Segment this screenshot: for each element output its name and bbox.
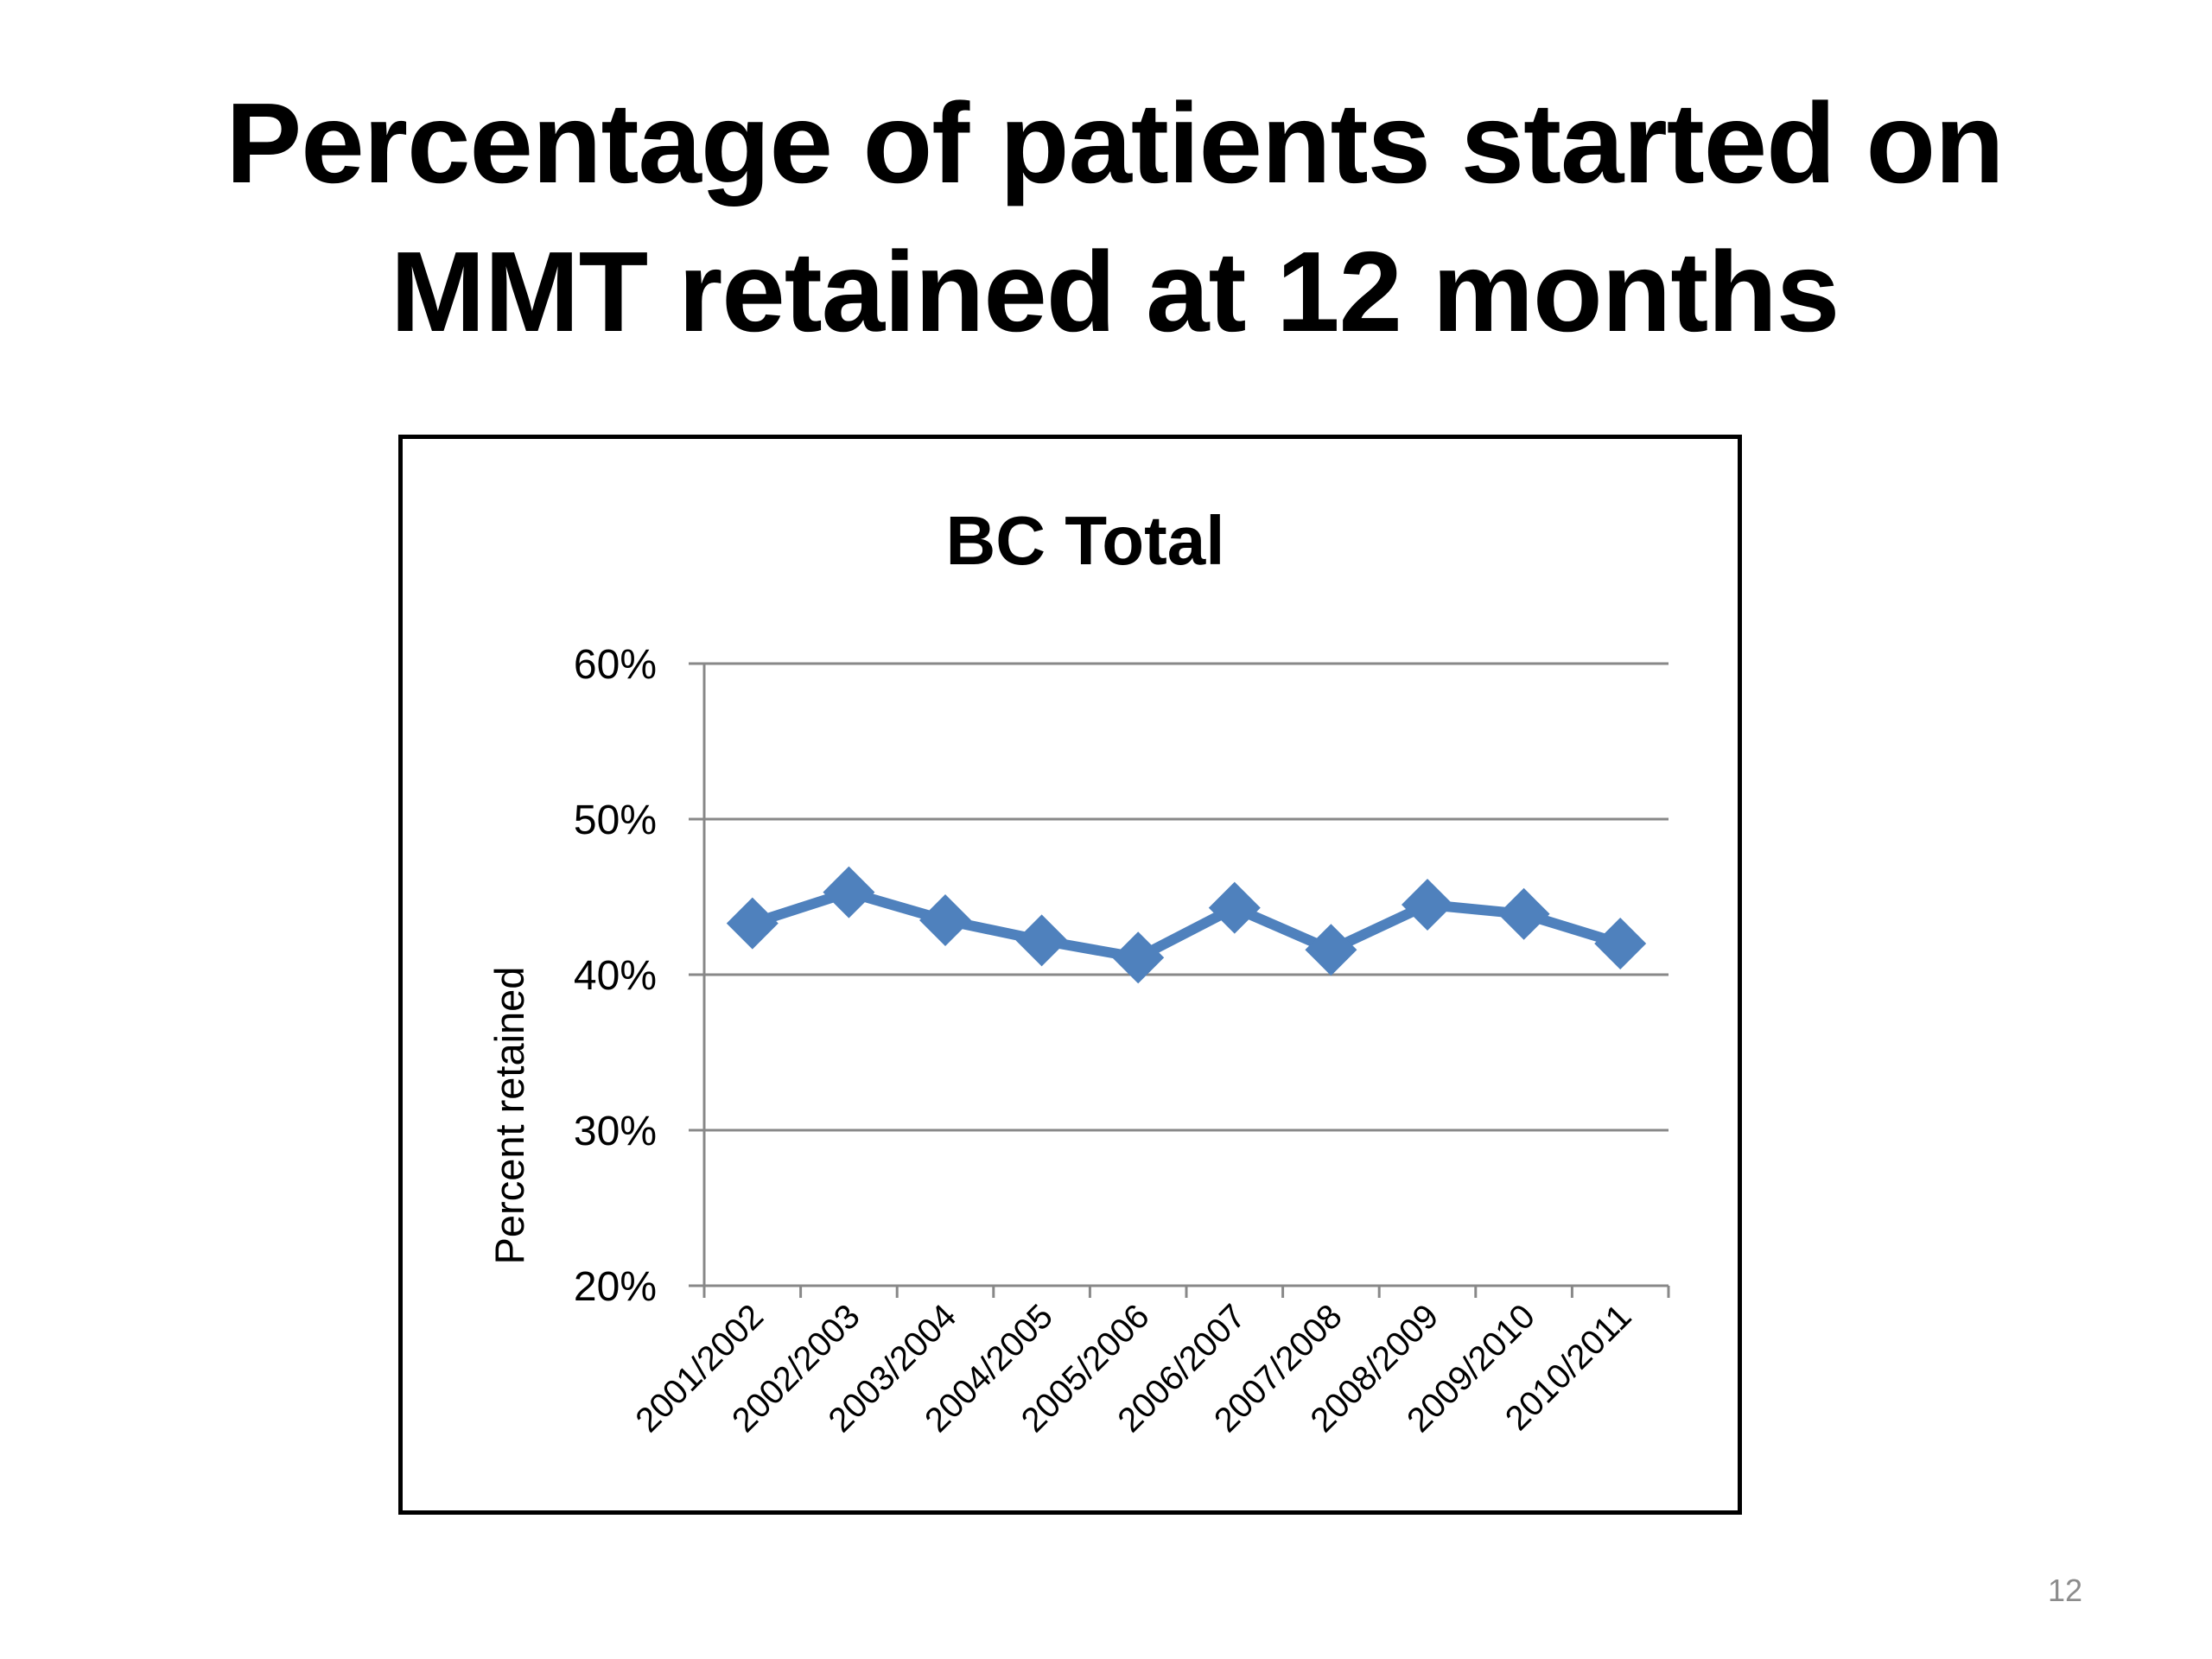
- data-point-marker: [1112, 931, 1165, 984]
- series-markers: [726, 866, 1647, 984]
- y-tick-label: 30%: [574, 1109, 657, 1154]
- line-chart: BC Total Percent retained 20% 30% 40% 50% 60…: [486, 502, 1670, 1440]
- data-point-marker: [1594, 918, 1647, 969]
- gridlines: [689, 662, 1669, 1132]
- y-tick-labels: 20% 30% 40% 50% 60%: [574, 642, 657, 1310]
- data-point-marker: [1402, 879, 1453, 931]
- series-line: [750, 887, 1622, 963]
- data-point-marker: [726, 897, 779, 950]
- slide-title-line-1: Percentage of patients started on: [226, 79, 2004, 207]
- chart-title: BC Total: [946, 502, 1225, 579]
- y-tick-label: 50%: [574, 798, 657, 843]
- data-point-marker: [919, 894, 971, 946]
- y-axis-title: Percent retained: [486, 967, 532, 1265]
- series-line-path: [750, 887, 1622, 963]
- axes: [689, 664, 1670, 1298]
- data-point-marker: [1497, 887, 1550, 940]
- y-tick-label: 60%: [574, 642, 657, 688]
- chart-frame: BC Total Percent retained 20% 30% 40% 50% 60…: [398, 435, 1742, 1515]
- slide-title-line-2: MMT retained at 12 months: [390, 228, 1840, 355]
- x-tick-labels: 2001/20022002/20032003/20042004/20052005…: [628, 1297, 1638, 1440]
- y-tick-label: 20%: [574, 1264, 657, 1310]
- slide-title: Percentage of patients started on MMT re…: [0, 69, 2212, 366]
- data-point-marker: [1015, 914, 1068, 967]
- slide-number: 12: [2047, 1573, 2083, 1608]
- data-point-marker: [1305, 924, 1357, 976]
- data-point-marker: [1208, 881, 1261, 934]
- data-point-marker: [823, 866, 875, 918]
- y-tick-label: 40%: [574, 953, 657, 999]
